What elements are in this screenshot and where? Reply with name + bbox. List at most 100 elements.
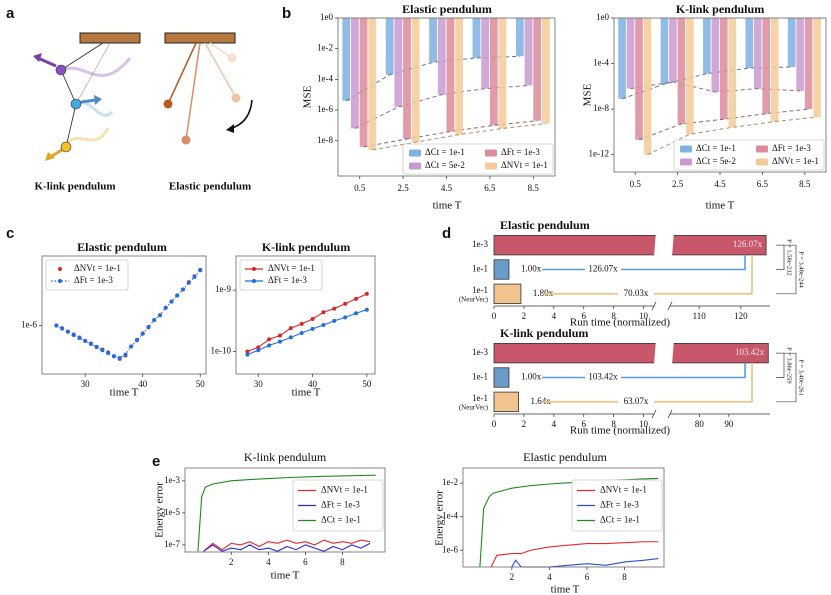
category-label: 1e-3: [472, 239, 488, 249]
x-tick-label: 50: [196, 379, 206, 389]
legend-label: ΔCt = 5e-2: [696, 156, 736, 166]
bar: [472, 18, 481, 58]
series-marker: [353, 311, 358, 316]
legend-box: [673, 139, 825, 171]
series-marker: [180, 287, 185, 292]
y-tick-label: 1e-4: [442, 511, 458, 521]
x-axis-label: Run time (normalized): [570, 425, 671, 437]
series-marker: [88, 342, 93, 347]
x-tick-label: 30: [81, 379, 91, 389]
panel-letter: d: [442, 225, 451, 242]
bar: [493, 283, 522, 304]
x-tick-label: 30: [254, 379, 264, 389]
series-marker: [106, 351, 111, 356]
x-tick-label: 8: [611, 311, 616, 321]
y-tick-label: 1e0: [320, 12, 333, 22]
bar: [515, 18, 524, 57]
label-backdrop: [618, 288, 654, 299]
x-tick-label: 2.5: [672, 179, 684, 189]
plot-frame: [41, 255, 207, 375]
series-marker: [152, 317, 157, 322]
series-marker: [54, 323, 59, 328]
series-marker: [117, 355, 122, 360]
bar: [618, 18, 626, 99]
label-backdrop: [618, 396, 654, 407]
legend-label: ΔCt = 5e-2: [425, 160, 465, 170]
k-link-diagram: [33, 32, 141, 161]
diagram-label: K-link pendulum: [34, 181, 115, 193]
series-marker: [332, 306, 337, 311]
series-marker: [277, 333, 282, 338]
x-tick-label: 4.5: [441, 183, 453, 193]
series-marker: [310, 316, 315, 321]
bar: [703, 18, 711, 74]
bar: [481, 18, 490, 89]
legend-swatch: [756, 145, 768, 153]
plot-frame: [337, 17, 556, 177]
y-tick-label: 1e-5: [164, 507, 180, 517]
series-marker: [65, 329, 70, 334]
bar: [626, 18, 635, 89]
series-marker: [198, 268, 203, 273]
series-marker: [343, 301, 348, 306]
legend-label: ΔNVt = 1e-1: [268, 263, 315, 273]
bar: [368, 18, 377, 150]
x-tick-label: 8.5: [528, 183, 540, 193]
x-tick-label: 8: [622, 572, 627, 582]
trend-line: [638, 108, 809, 141]
series-line: [511, 557, 659, 568]
series-marker: [146, 325, 151, 330]
x-tick-label: 8: [340, 557, 345, 567]
x-tick-label: 4: [552, 419, 557, 429]
x-tick-label: 4.5: [714, 179, 726, 189]
bar: [541, 18, 550, 124]
chart-title: K-link pendulum: [500, 326, 588, 340]
value-label: 103.42x: [735, 347, 765, 357]
bar: [403, 18, 411, 139]
x-tick-label: 0.5: [354, 183, 366, 193]
bar: [669, 18, 677, 82]
bar: [728, 18, 737, 128]
legend-swatch: [409, 162, 421, 170]
x-axis-label: time T: [433, 200, 462, 212]
bar: [770, 18, 779, 122]
y-tick-label: 1e-4: [593, 58, 609, 68]
legend-swatch: [756, 158, 768, 166]
x-tick-label: 4: [552, 311, 557, 321]
x-tick-label: 0: [492, 311, 497, 321]
series-marker: [175, 293, 180, 298]
comparison-label: 103.42x: [588, 372, 618, 382]
series-marker: [321, 310, 326, 315]
x-tick-label: 2: [510, 572, 515, 582]
legend-label: ΔNVt = 1e-1: [74, 263, 121, 273]
bar: [342, 18, 351, 101]
legend-label: ΔFt = 1e-3: [321, 500, 360, 510]
bar: [660, 18, 669, 85]
x-tick-label: 8.5: [799, 179, 811, 189]
chart-title: K-link pendulum: [676, 2, 764, 16]
category-label: 1e-1: [472, 372, 488, 382]
legend-label: ΔNVt = 1e-1: [772, 156, 819, 166]
legend-box: [402, 143, 554, 175]
label-backdrop: [585, 264, 621, 275]
bar: [394, 18, 403, 107]
bar: [796, 18, 804, 91]
comparison-label: 63.07x: [624, 396, 649, 406]
comparison-line: [542, 254, 753, 295]
series-marker: [332, 318, 337, 323]
legend-label: ΔCt = 1e-1: [600, 515, 640, 525]
y-axis-label: Energy error: [154, 482, 166, 538]
x-tick-label: 6: [303, 557, 308, 567]
legend-label: ΔFt = 1e-3: [772, 143, 811, 153]
p-value: P = 3.86e-259: [786, 347, 793, 383]
x-tick-label: 6: [581, 419, 586, 429]
series-marker: [186, 280, 191, 285]
chart-title: K-link pendulum: [262, 240, 350, 254]
bar: [753, 18, 762, 89]
series-marker: [71, 332, 76, 337]
x-tick-label: 4: [547, 572, 552, 582]
bar: [635, 18, 643, 140]
category-sublabel: (NeurVec): [459, 295, 489, 303]
x-tick-label: 8: [611, 419, 616, 429]
